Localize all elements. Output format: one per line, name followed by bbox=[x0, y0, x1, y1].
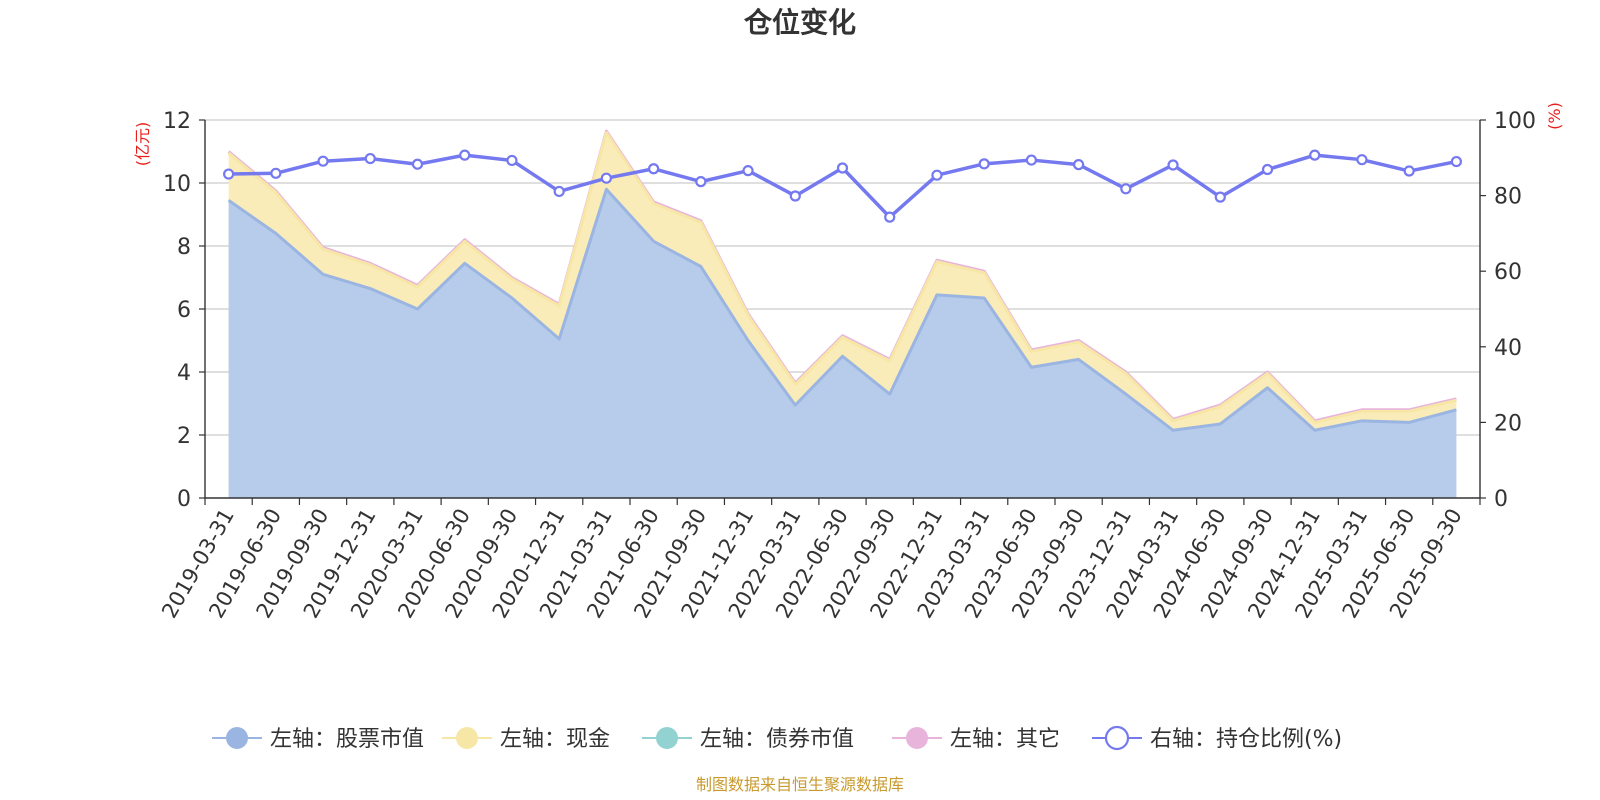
left-tick-label: 2 bbox=[177, 424, 191, 449]
legend-label: 左轴：其它 bbox=[950, 727, 1060, 752]
left-tick-label: 0 bbox=[177, 487, 191, 512]
ratio-point bbox=[884, 211, 896, 223]
ratio-point bbox=[1025, 154, 1037, 166]
area-fill-0 bbox=[228, 189, 1457, 499]
area-series bbox=[227, 129, 1457, 499]
right-tick-label: 60 bbox=[1494, 260, 1522, 285]
left-tick-label: 8 bbox=[177, 235, 191, 260]
left-tick-label: 12 bbox=[163, 109, 191, 134]
ratio-point bbox=[1356, 154, 1368, 166]
right-tick-label: 0 bbox=[1494, 487, 1508, 512]
legend-item-4[interactable]: 右轴：持仓比例(%) bbox=[1092, 725, 1342, 752]
legend-item-0[interactable]: 左轴：股票市值 bbox=[212, 727, 424, 752]
left-axis-unit: (亿元) bbox=[133, 122, 152, 167]
ratio-point bbox=[836, 162, 849, 174]
ratio-point bbox=[1214, 191, 1226, 203]
right-tick-label: 20 bbox=[1494, 411, 1522, 436]
legend-item-2[interactable]: 左轴：债券市值 bbox=[642, 727, 854, 752]
legend-marker bbox=[226, 727, 248, 749]
legend: 左轴：股票市值 左轴：现金 左轴：债券市值 左轴：其它 右轴：持仓比例(%) bbox=[212, 725, 1342, 752]
legend-label: 左轴：现金 bbox=[500, 727, 610, 752]
legend-label: 左轴：债券市值 bbox=[700, 727, 854, 752]
data-source-note: 制图数据来自恒生聚源数据库 bbox=[696, 775, 904, 794]
ratio-point bbox=[648, 163, 660, 175]
legend-hollow-marker bbox=[1104, 725, 1130, 751]
left-tick-label: 10 bbox=[163, 172, 191, 197]
ratio-point bbox=[1261, 163, 1274, 176]
right-tick-label: 80 bbox=[1494, 185, 1522, 210]
ratio-point bbox=[317, 155, 329, 167]
ratio-point bbox=[978, 158, 990, 170]
ratio-point bbox=[1450, 155, 1462, 168]
ratio-point bbox=[1167, 159, 1179, 171]
ratio-point bbox=[270, 167, 282, 179]
legend-item-1[interactable]: 左轴：现金 bbox=[442, 727, 610, 752]
ratio-point bbox=[364, 152, 376, 165]
legend-marker bbox=[906, 727, 928, 749]
ratio-point bbox=[459, 149, 471, 161]
legend-label: 右轴：持仓比例(%) bbox=[1150, 727, 1342, 752]
right-tick-label: 40 bbox=[1494, 336, 1522, 361]
ratio-point bbox=[506, 154, 518, 167]
left-tick-label: 4 bbox=[177, 361, 191, 386]
ratio-point bbox=[600, 172, 612, 184]
ratio-point bbox=[223, 168, 235, 180]
holding-ratio-series bbox=[223, 149, 1462, 223]
right-axis-unit: (%) bbox=[1545, 102, 1564, 130]
ratio-point bbox=[789, 190, 801, 202]
area-line-0 bbox=[227, 187, 1457, 432]
ratio-point bbox=[1120, 183, 1132, 195]
chart-title: 仓位变化 bbox=[744, 6, 856, 39]
ratio-point bbox=[742, 165, 754, 177]
ratio-point bbox=[411, 158, 424, 170]
legend-marker bbox=[656, 727, 678, 749]
right-tick-label: 100 bbox=[1494, 109, 1536, 134]
left-tick-label: 6 bbox=[177, 298, 191, 323]
ratio-point bbox=[695, 176, 707, 188]
ratio-point bbox=[1073, 159, 1085, 171]
legend-label: 左轴：股票市值 bbox=[270, 727, 424, 752]
ratio-point bbox=[931, 169, 943, 181]
legend-item-3[interactable]: 左轴：其它 bbox=[892, 727, 1060, 752]
ratio-point bbox=[1309, 149, 1321, 161]
area-line-1 bbox=[227, 131, 1457, 424]
ratio-point bbox=[553, 185, 565, 198]
ratio-point bbox=[1403, 165, 1415, 177]
legend-marker bbox=[456, 727, 478, 749]
